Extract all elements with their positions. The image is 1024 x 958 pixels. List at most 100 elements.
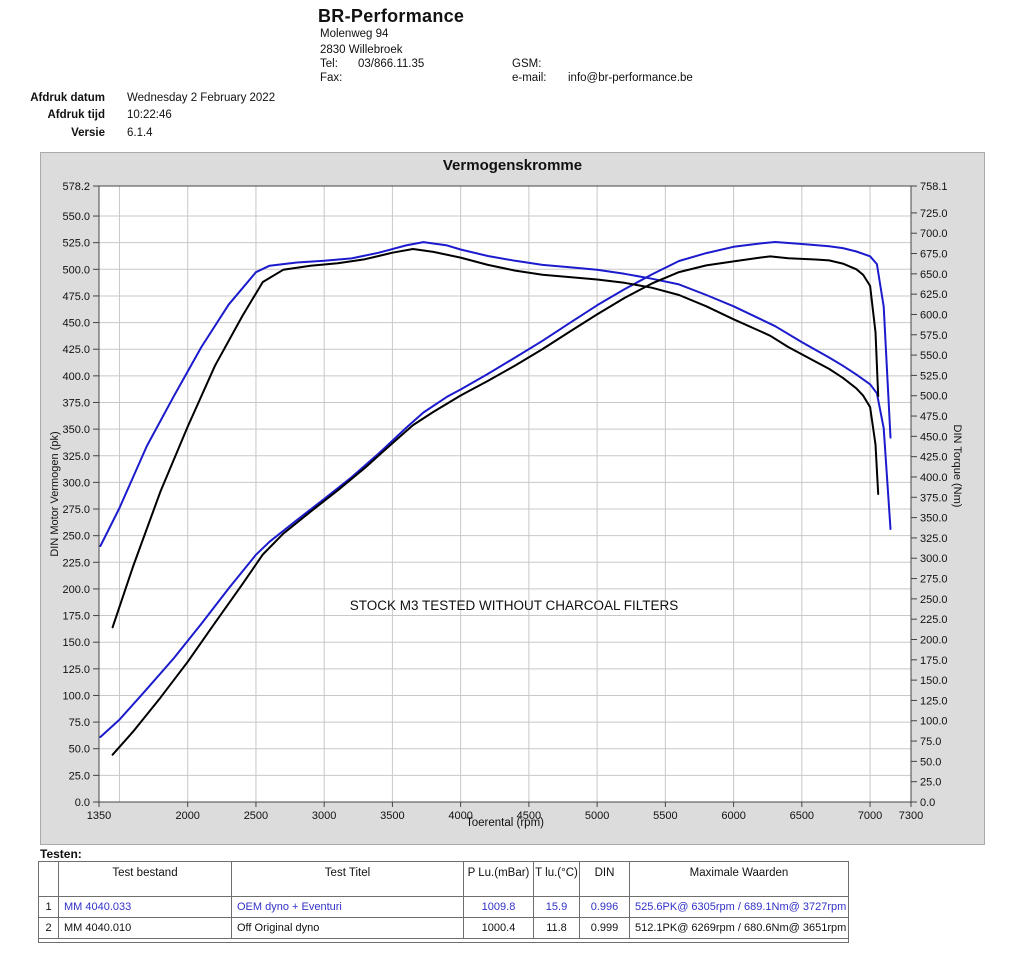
left-tick-label: 175.0 [62,611,90,623]
table-column-header: DIN [579,861,630,897]
test-results-table: Test bestand Test Titel P Lu.(mBar) T lu.(°… [38,861,849,943]
left-tick-label: 350.0 [62,424,90,436]
plot-background [99,186,911,802]
right-tick-label: 300.0 [920,553,948,565]
print-time-value: 10:22:46 [127,109,172,121]
right-tick-label: 575.0 [920,330,948,342]
power-curve [111,255,880,756]
right-tick-label: 450.0 [920,431,948,443]
dyno-chart: Vermogenskromme 1350 2000 2500 3000 3500 4000… [40,152,985,845]
table-cell: 512.1PK@ 6269rpm / 680.6Nm@ 3651rpm [629,917,849,939]
right-tick-label: 625.0 [920,289,948,301]
left-tick-label: 500.0 [62,264,90,276]
x-tick-label: 7000 [858,810,882,822]
spacer-cell [38,938,849,943]
left-tick-label: 100.0 [62,690,90,702]
left-tick-label: 75.0 [69,717,90,729]
x-tick-label: 4500 [517,810,541,822]
right-tick-label: 550.0 [920,350,948,362]
x-tick-label: 5000 [585,810,609,822]
table-cell: 1000.4 [463,917,534,939]
gsm-label: GSM: [512,58,542,70]
table-cell: 525.6PK@ 6305rpm / 689.1Nm@ 3727rpm [629,896,849,918]
plot-border [98,185,912,803]
tel-value: 03/866.11.35 [358,58,425,70]
right-tick-label: 425.0 [920,452,948,464]
chart-title: Vermogenskromme [442,157,583,174]
print-time-label: Afdruk tijd [47,109,106,121]
table-column-header: Maximale Waarden [629,861,849,897]
left-tick-label: 450.0 [62,318,90,330]
right-tick-label: 500.0 [920,391,948,403]
table-cell: 11.8 [533,917,580,939]
address-street: Molenweg 94 [320,28,389,40]
left-tick-label: 400.0 [62,371,90,383]
left-tick-label: 250.0 [62,531,90,543]
left-tick-label: 150.0 [62,637,90,649]
company-name: BR-Performance [318,6,465,26]
address-city: 2830 Willebroek [320,44,403,56]
dyno-plot: 1350 2000 2500 3000 3500 4000 4500 5000 5500 6000… [62,181,948,822]
version-value: 6.1.4 [127,127,153,139]
table-column-header: Test bestand [58,861,232,897]
table-cell: OEM dyno + Eventuri [231,896,464,918]
table-column-header: T lu.(°C) [533,861,580,897]
x-tick-label: 2500 [244,810,268,822]
tel-label: Tel: [320,58,338,70]
table-column-header [38,861,59,897]
right-tick-label: 150.0 [920,675,948,687]
table-row: 2 MM 4040.010 Off Original dyno 1000.4 11.8 0… [38,917,849,939]
left-tick-label: 525.0 [62,238,90,250]
torque-curve [99,241,892,547]
left-tick-label: 50.0 [69,744,90,756]
right-tick-label: 0.0 [920,797,935,809]
right-tick-label: 675.0 [920,249,948,261]
left-tick-label: 475.0 [62,291,90,303]
right-tick-label: 325.0 [920,533,948,545]
left-tick-label: 125.0 [62,664,90,676]
left-tick-label: 375.0 [62,397,90,409]
right-tick-label: 25.0 [920,777,941,789]
table-header-row: Test bestand Test Titel P Lu.(mBar) T lu.(°… [38,861,849,897]
table-spacer-row [38,938,849,943]
right-tick-label: 225.0 [920,614,948,626]
chart-annotation: STOCK M3 TESTED WITHOUT CHARCOAL FILTERS [350,598,679,613]
x-tick-label: 6500 [790,810,814,822]
x-tick-label: 7300 [899,810,923,822]
torque-curve [111,248,880,629]
right-tick-label: 50.0 [920,756,941,768]
table-section-label: Testen: [40,847,82,861]
x-axis-label: Toerental (rpm) [466,817,544,829]
version-label: Versie [71,127,105,139]
table-cell: 0.996 [579,896,630,918]
table-cell: 15.9 [533,896,580,918]
right-tick-label: 175.0 [920,655,948,667]
right-tick-label: 400.0 [920,472,948,484]
left-tick-label: 225.0 [62,557,90,569]
table-cell: Off Original dyno [231,917,464,939]
x-tick-label: 3500 [380,810,404,822]
email-label: e-mail: [512,72,547,84]
table-cell: 0.999 [579,917,630,939]
row-number: 2 [38,917,59,939]
x-tick-label: 4000 [448,810,472,822]
x-tick-label: 2000 [175,810,199,822]
fax-label: Fax: [320,72,343,84]
print-date-label: Afdruk datum [30,92,105,104]
right-tick-label: 758.1 [920,181,948,193]
x-tick-label: 6000 [721,810,745,822]
left-axis-label: DIN Motor Vermogen (pk) [49,431,61,557]
right-tick-label: 725.0 [920,208,948,220]
right-tick-label: 200.0 [920,634,948,646]
right-tick-label: 650.0 [920,269,948,281]
table-column-header: P Lu.(mBar) [463,861,534,897]
right-tick-label: 600.0 [920,309,948,321]
power-curve [99,241,892,738]
x-tick-label: 5500 [653,810,677,822]
left-tick-label: 0.0 [75,797,90,809]
right-tick-label: 700.0 [920,228,948,240]
table-cell: MM 4040.010 [58,917,232,939]
right-tick-label: 250.0 [920,594,948,606]
left-tick-label: 275.0 [62,504,90,516]
table-cell: 1009.8 [463,896,534,918]
